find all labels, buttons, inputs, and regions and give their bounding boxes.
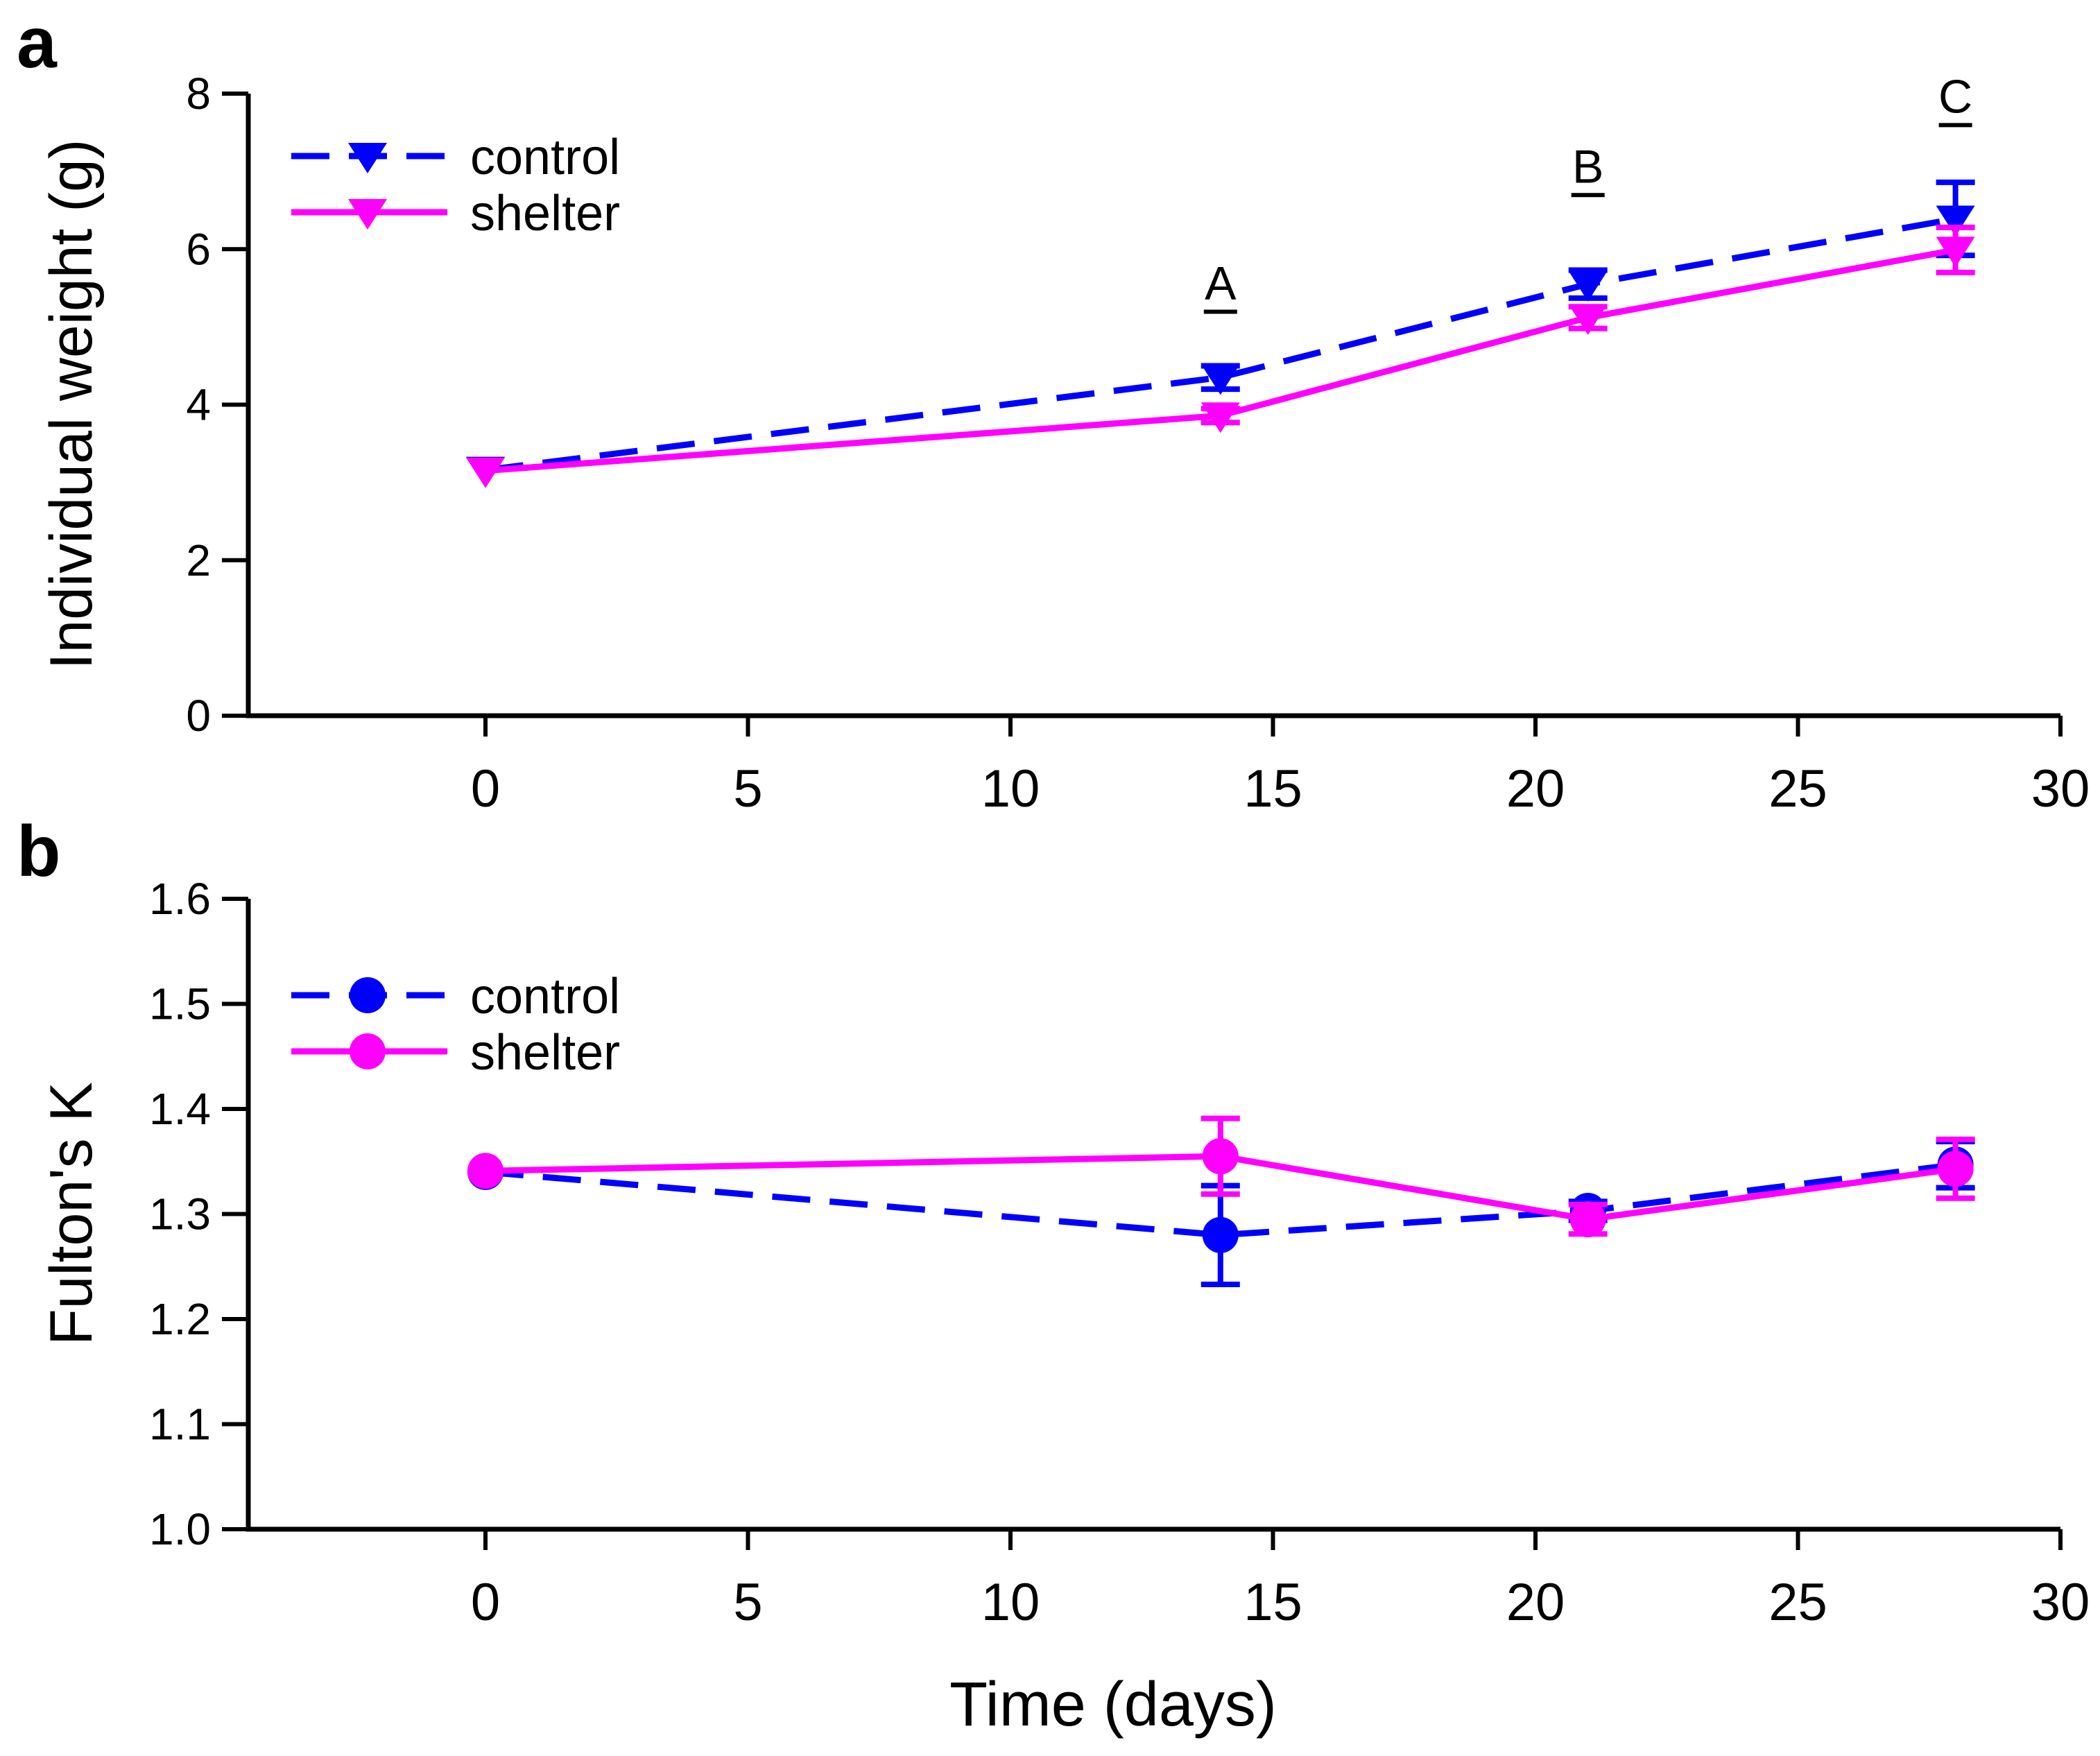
legend-marker-shelter <box>348 199 387 230</box>
x-tick-label-a: 20 <box>1506 759 1565 818</box>
legend-label-control: control <box>470 130 620 185</box>
panel-a-letter: a <box>17 3 57 83</box>
legend-marker-control <box>348 143 387 173</box>
x-tick-label-b: 25 <box>1768 1573 1827 1632</box>
series-line-control-a <box>485 216 1956 474</box>
marker-triangle-down-control-a <box>1200 364 1240 395</box>
x-tick-label-b: 0 <box>471 1573 500 1632</box>
panel-b: 1.0 1.1 1.2 1.3 1.4 1.5 1.6 0 5 10 15 20 25 30 control… <box>149 874 2090 1632</box>
legend-label-control: control <box>470 969 620 1024</box>
y-tick-label-a: 0 <box>186 691 211 741</box>
marker-circle-shelter-b <box>1202 1138 1239 1175</box>
panel-a-y-axis-title: Individual weight (g) <box>38 139 105 670</box>
annotation-letter-B: B <box>1572 140 1603 193</box>
y-tick-label-b: 1.0 <box>149 1504 211 1554</box>
marker-circle-shelter-b <box>1569 1201 1606 1238</box>
x-tick-label-b: 20 <box>1506 1573 1565 1632</box>
y-tick-label-a: 2 <box>186 535 211 585</box>
legend-item-control-b: control <box>291 969 620 1024</box>
marker-circle-shelter-b <box>1937 1151 1974 1187</box>
x-tick-label-a: 15 <box>1243 759 1302 818</box>
y-tick-label-b: 1.3 <box>149 1189 211 1239</box>
panel-b-y-axis-title: Fulton's K <box>38 1082 105 1345</box>
legend-item-control-a: control <box>291 130 620 185</box>
x-tick-label-a: 25 <box>1768 759 1827 818</box>
x-tick-label-a: 0 <box>471 759 500 818</box>
y-tick-label-b: 1.4 <box>149 1084 211 1134</box>
x-tick-label-b: 30 <box>2031 1573 2090 1632</box>
marker-triangle-down-shelter-a <box>1568 304 1608 335</box>
legend-label-shelter: shelter <box>470 1025 620 1081</box>
y-tick-label-b: 1.2 <box>149 1294 211 1344</box>
marker-triangle-down-shelter-a <box>1936 236 1975 268</box>
y-tick-label-a: 6 <box>186 224 211 274</box>
legend-item-shelter-a: shelter <box>291 186 620 241</box>
marker-triangle-down-control-a <box>1936 205 1975 236</box>
annotation-letter-C: C <box>1938 70 1972 123</box>
series-line-shelter-b <box>485 1153 1956 1223</box>
series-line-control-b <box>485 1161 1956 1239</box>
y-tick-label-b: 1.6 <box>149 874 211 924</box>
marker-triangle-down-shelter-a <box>466 457 505 488</box>
y-tick-label-b: 1.5 <box>149 979 211 1029</box>
legend-marker-shelter <box>350 1033 386 1069</box>
series-line-shelter-a <box>485 246 1956 474</box>
x-tick-label-b: 10 <box>981 1573 1040 1632</box>
y-tick-label-a: 8 <box>186 69 211 119</box>
legend-marker-control <box>350 977 386 1013</box>
x-tick-label-a: 5 <box>733 759 762 818</box>
marker-triangle-down-shelter-a <box>1200 402 1240 433</box>
annotation-letter-A: A <box>1205 257 1237 309</box>
marker-triangle-down-control-a <box>1568 270 1608 302</box>
y-tick-label-a: 4 <box>186 380 211 430</box>
x-axis-title: Time (days) <box>949 1670 1277 1739</box>
x-tick-label-b: 5 <box>733 1573 762 1632</box>
x-tick-label-a: 30 <box>2031 759 2090 818</box>
legend-item-shelter-b: shelter <box>291 1025 620 1081</box>
marker-circle-shelter-b <box>467 1153 504 1189</box>
panel-b-letter: b <box>17 811 61 892</box>
marker-circle-control-b <box>1202 1216 1239 1253</box>
x-tick-label-b: 15 <box>1243 1573 1302 1632</box>
y-tick-label-b: 1.1 <box>149 1400 211 1449</box>
legend-label-shelter: shelter <box>470 186 620 241</box>
x-tick-label-a: 10 <box>981 759 1040 818</box>
